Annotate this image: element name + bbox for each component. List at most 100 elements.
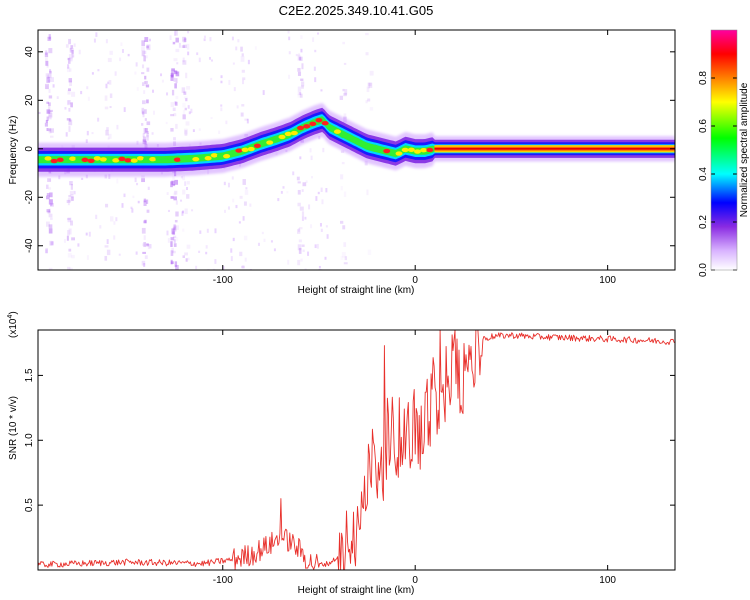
noise-speckle (302, 249, 305, 252)
noise-speckle (309, 148, 312, 153)
noise-speckle (141, 107, 145, 114)
noise-speckle (143, 90, 146, 94)
noise-speckle (232, 198, 235, 203)
noise-speckle (367, 98, 371, 102)
noise-speckle (183, 91, 187, 95)
noise-speckle (67, 266, 71, 270)
noise-speckle (231, 36, 234, 41)
noise-speckle (298, 57, 302, 60)
noise-speckle (288, 36, 291, 41)
noise-speckle (46, 128, 49, 132)
noise-speckle (297, 86, 302, 92)
noise-speckle (367, 82, 372, 87)
noise-speckle (343, 113, 347, 119)
noise-speckle (299, 92, 302, 95)
ridge-spot (69, 156, 77, 161)
noise-speckle (203, 35, 206, 39)
noise-speckle (48, 128, 52, 134)
noise-speckle (232, 237, 235, 242)
ridge-spot (186, 157, 194, 162)
noise-speckle (77, 243, 80, 247)
noise-speckle (48, 112, 53, 118)
noise-speckle (365, 100, 368, 104)
spectrogram-x-axis: -100 0 100 (213, 30, 616, 286)
noise-speckle (368, 82, 373, 88)
noise-speckle (184, 128, 188, 135)
noise-speckle (195, 265, 198, 270)
noise-speckle (120, 42, 123, 46)
noise-speckle (146, 199, 149, 204)
noise-speckle (47, 178, 52, 182)
noise-speckle (257, 242, 260, 246)
noise-speckle (186, 194, 190, 199)
noise-speckle (141, 46, 145, 52)
noise-speckle (365, 52, 369, 56)
colorbar-tick-label: 0.8 (698, 71, 709, 85)
noise-speckle (66, 235, 69, 241)
noise-speckle (247, 59, 250, 65)
noise-speckle (141, 50, 145, 57)
noise-speckle (107, 81, 110, 84)
noise-speckle (367, 249, 372, 256)
noise-speckle (220, 75, 223, 79)
spectrogram-x-label: Height of straight line (km) (298, 285, 415, 296)
noise-speckle (71, 254, 75, 259)
noise-speckle (297, 189, 301, 195)
noise-speckle (142, 111, 145, 115)
noise-speckle (44, 57, 48, 62)
noise-speckle (170, 241, 173, 247)
noise-speckle (68, 248, 72, 252)
noise-speckle (214, 228, 217, 234)
noise-speckle (48, 79, 51, 83)
noise-speckle (141, 72, 145, 75)
noise-speckle (45, 119, 48, 123)
noise-speckle (170, 70, 175, 76)
noise-speckle (46, 184, 49, 189)
noise-speckle (365, 32, 369, 36)
noise-speckle (369, 70, 374, 76)
noise-speckle (137, 200, 140, 204)
ridge-spot (407, 147, 415, 153)
noise-speckle (91, 132, 94, 135)
noise-speckle (172, 250, 176, 254)
noise-speckle (367, 82, 370, 89)
noise-speckle (286, 191, 289, 194)
noise-speckle (208, 56, 211, 60)
noise-speckle (318, 265, 321, 269)
noise-speckle (186, 181, 190, 185)
noise-speckle (209, 37, 212, 42)
noise-speckle (144, 118, 147, 121)
noise-speckle (239, 195, 243, 199)
noise-speckle (241, 104, 245, 107)
noise-speckle (317, 32, 320, 35)
noise-speckle (48, 34, 51, 40)
noise-speckle (243, 201, 247, 206)
noise-speckle (225, 120, 228, 125)
noise-speckle (175, 264, 179, 270)
spectrogram-x-tick-label: -100 (213, 275, 233, 286)
noise-speckle (340, 174, 344, 180)
noise-speckle (227, 206, 230, 210)
noise-speckle (187, 51, 190, 56)
noise-speckle (173, 224, 176, 230)
noise-speckle (287, 30, 290, 34)
noise-speckle (187, 257, 190, 261)
noise-speckle (182, 36, 186, 42)
noise-speckle (85, 232, 88, 236)
noise-speckle (65, 132, 68, 137)
noise-speckle (242, 179, 246, 185)
noise-speckle (184, 130, 188, 136)
noise-speckle (135, 251, 138, 255)
noise-speckle (297, 67, 301, 72)
noise-speckle (68, 78, 73, 83)
noise-speckle (297, 71, 302, 76)
noise-speckle (321, 199, 324, 205)
noise-speckle (69, 68, 72, 72)
noise-speckle (142, 113, 145, 118)
noise-speckle (69, 181, 73, 186)
noise-speckle (183, 96, 188, 99)
ridge-spot (216, 153, 224, 158)
noise-speckle (67, 218, 71, 221)
noise-speckle (205, 245, 208, 249)
noise-speckle (68, 54, 73, 60)
